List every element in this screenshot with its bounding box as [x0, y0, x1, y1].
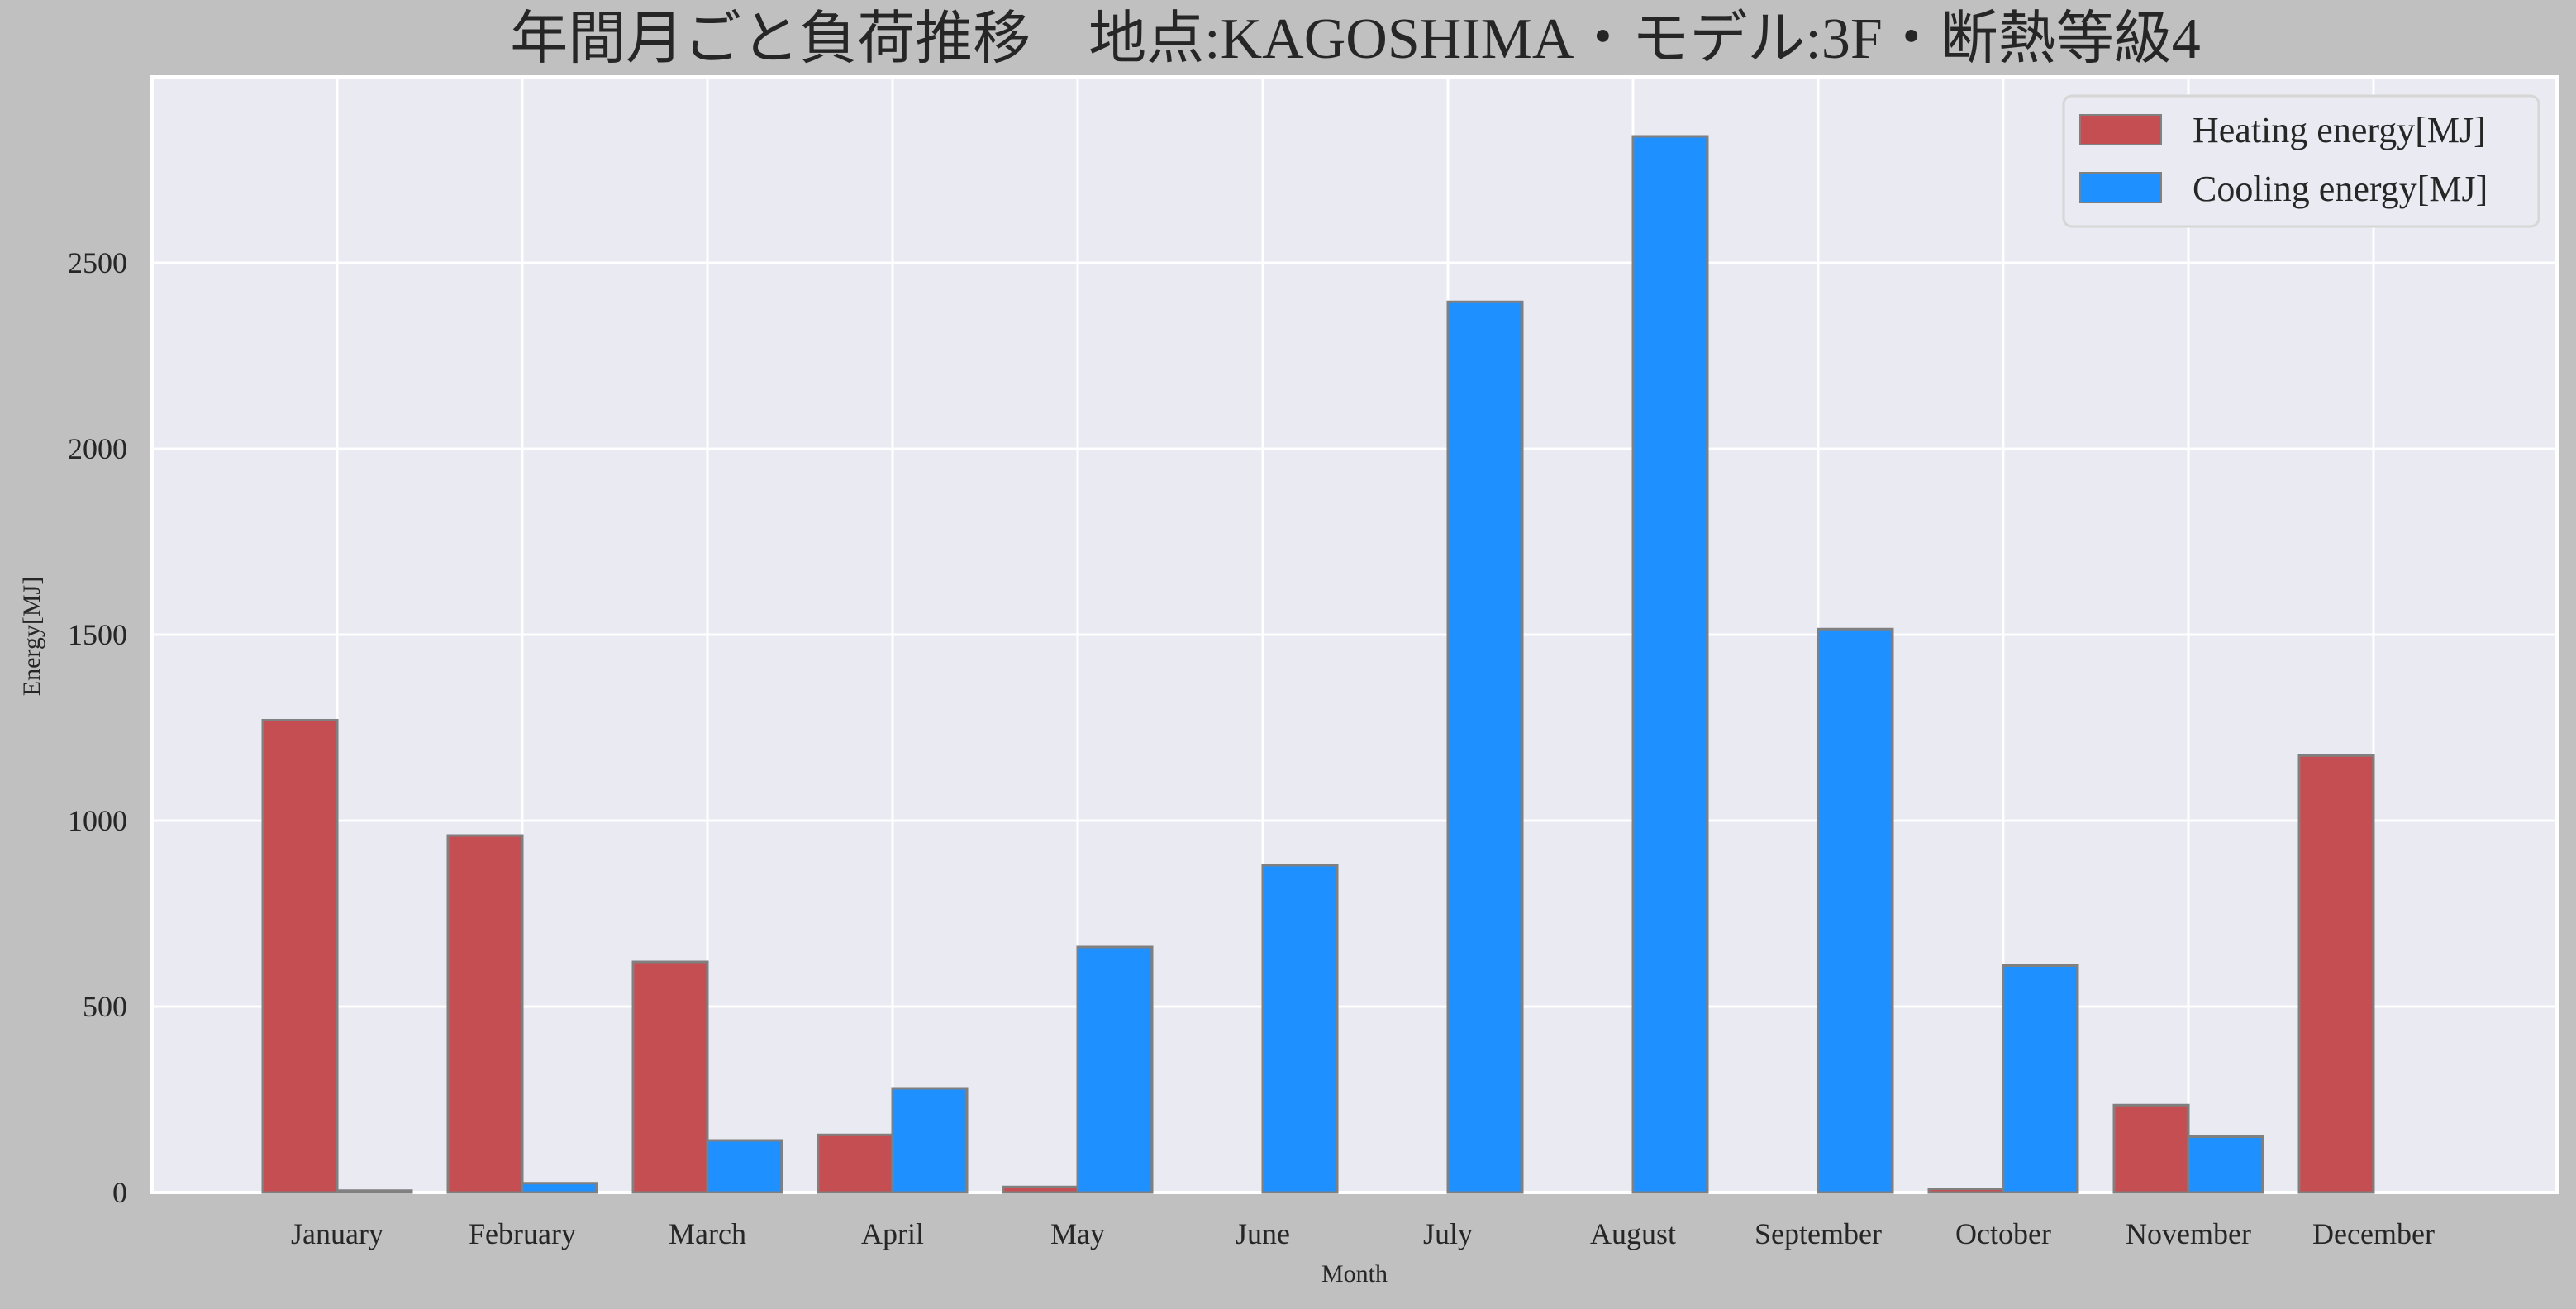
cooling-bar-september [1817, 627, 1894, 1194]
heating-bar-march [631, 960, 709, 1194]
legend-label-cooling: Cooling energy[MJ] [2193, 169, 2488, 209]
cooling-bar-october [2002, 964, 2079, 1194]
x-tick-label: December [2312, 1217, 2435, 1250]
x-axis-label: Month [1321, 1260, 1388, 1288]
grid-layer [152, 77, 2557, 1194]
legend-swatch-cooling [2079, 172, 2162, 203]
heating-bar-may [1002, 1185, 1079, 1194]
y-tick-label: 1000 [68, 804, 127, 837]
bar-layer [261, 135, 2375, 1194]
y-tick-label: 0 [112, 1176, 127, 1209]
x-tick-label: November [2126, 1217, 2251, 1250]
legend-label-heating: Heating energy[MJ] [2193, 110, 2486, 150]
y-tick-label: 1500 [68, 618, 127, 651]
cooling-bar-march [706, 1139, 783, 1194]
cooling-bar-january [336, 1189, 413, 1194]
cooling-bar-july [1446, 300, 1524, 1194]
x-tick-label: July [1423, 1217, 1473, 1250]
x-tick-label: August [1590, 1217, 1676, 1250]
cooling-bar-april [891, 1087, 969, 1194]
y-axis-label: Energy[MJ] [18, 577, 45, 696]
heating-bar-november [2112, 1103, 2190, 1194]
cooling-bar-november [2187, 1135, 2264, 1194]
cooling-bar-june [1261, 864, 1339, 1194]
heating-bar-april [817, 1133, 894, 1194]
y-tick-label: 2500 [68, 246, 127, 279]
cooling-bar-august [1631, 135, 1709, 1194]
x-tick-label: March [669, 1217, 746, 1250]
x-tick-label: June [1236, 1217, 1290, 1250]
y-tick-label: 500 [83, 990, 127, 1023]
heating-bar-january [261, 719, 339, 1194]
x-tick-label: January [291, 1217, 383, 1250]
legend-box [2062, 94, 2540, 228]
x-tick-label: May [1050, 1217, 1105, 1250]
x-tick-label: September [1755, 1217, 1882, 1250]
chart-title: 年間月ごと負荷推移 地点:KAGOSHIMA・モデル:3F・断熱等級4 [510, 7, 2201, 71]
x-tick-label: October [1955, 1217, 2051, 1250]
y-axis-ticks: 0 500 1000 1500 2000 2500 [68, 246, 127, 1209]
y-tick-label: 2000 [68, 432, 127, 465]
heating-bar-february [446, 834, 524, 1194]
legend-swatch-heating [2079, 114, 2162, 145]
x-tick-label: February [469, 1217, 576, 1250]
legend: Heating energy[MJ] Cooling energy[MJ] [2062, 94, 2540, 228]
heating-bar-october [1927, 1188, 2005, 1194]
cooling-bar-may [1076, 945, 1154, 1194]
x-tick-label: April [861, 1217, 924, 1250]
cooling-bar-february [521, 1182, 598, 1194]
heating-bar-december [2297, 754, 2375, 1194]
x-axis-ticks: January February March April May June July Augu… [291, 1217, 2435, 1250]
